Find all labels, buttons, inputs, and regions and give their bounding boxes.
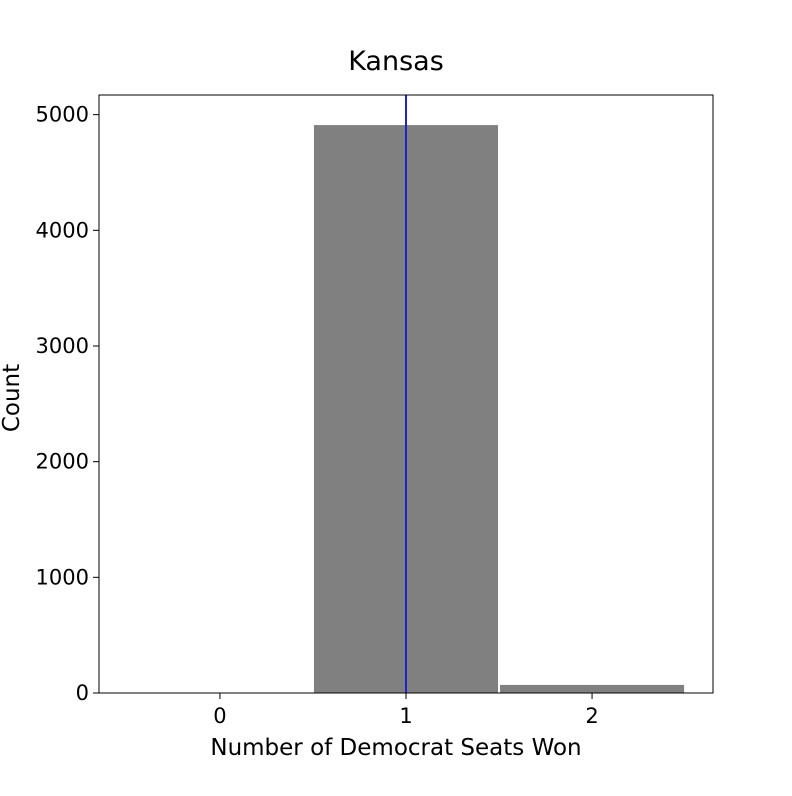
x-axis-label: Number of Democrat Seats Won [210, 735, 581, 761]
x-axis: 0 1 2 [213, 693, 599, 728]
x-tick-label: 2 [585, 704, 598, 728]
y-tick-label: 2000 [36, 450, 89, 474]
y-tick-label: 4000 [36, 218, 89, 242]
x-tick-label: 1 [399, 704, 412, 728]
x-tick-label: 0 [213, 704, 226, 728]
bars-group [313, 125, 685, 694]
bar-2 [500, 684, 685, 693]
y-axis-label: Count [0, 364, 25, 432]
y-tick-label: 0 [76, 681, 89, 705]
y-axis: 0 1000 2000 3000 4000 5000 [36, 103, 99, 705]
y-tick-label: 5000 [36, 103, 89, 127]
chart-title: Kansas [348, 46, 444, 77]
y-tick-label: 1000 [36, 565, 89, 589]
y-tick-label: 3000 [36, 334, 89, 358]
